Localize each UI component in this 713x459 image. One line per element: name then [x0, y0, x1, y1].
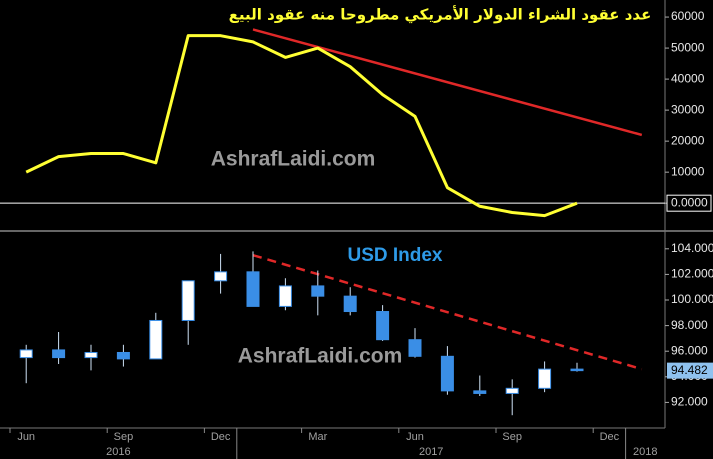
candle-body: [214, 271, 228, 282]
candle-body: [505, 387, 519, 394]
year-label: 2018: [633, 446, 657, 458]
year-label: 2017: [419, 446, 443, 458]
candle-body: [440, 355, 454, 392]
y-tick-label: 92.000: [671, 395, 708, 409]
candle-body: [19, 349, 33, 359]
candle-body: [343, 295, 357, 313]
y-tick-label: 104.000: [671, 241, 713, 255]
candle-body: [473, 390, 487, 394]
y-tick-label: 30000: [671, 102, 705, 116]
x-tick-label: Jun: [17, 431, 35, 443]
last-value-label: 94.482: [671, 363, 708, 377]
candle-body: [246, 271, 260, 307]
y-tick-label: 10000: [671, 164, 705, 178]
candle-body: [149, 319, 163, 360]
year-label: 2016: [106, 446, 130, 458]
candle-body: [278, 285, 292, 307]
chart-subtitle: USD Index: [347, 245, 442, 266]
candle-body: [376, 311, 390, 341]
x-axis-band: [0, 428, 713, 459]
x-tick-label: Jun: [406, 431, 424, 443]
y-tick-label: 60000: [671, 9, 705, 23]
y-tick-label: 96.000: [671, 343, 708, 357]
x-tick-label: Sep: [502, 431, 522, 443]
y-tick-label: 98.000: [671, 318, 708, 332]
candle-body: [311, 285, 325, 297]
candle-body: [570, 368, 584, 372]
x-tick-label: Mar: [308, 431, 327, 443]
candle-body: [181, 280, 195, 321]
chart-title: عدد عقود الشراء الدولار الأمريكي مطروحا …: [229, 6, 652, 24]
y-tick-label: 102.000: [671, 267, 713, 281]
x-tick-label: Dec: [600, 431, 620, 443]
last-value-box: [667, 362, 713, 379]
data-line: [25, 34, 578, 218]
zero-label-box: [666, 194, 712, 212]
y-tick-label: 20000: [671, 133, 705, 147]
watermark: AshrafLaidi.com: [211, 148, 376, 171]
x-tick-label: Dec: [211, 431, 231, 443]
x-tick-label: Sep: [114, 431, 134, 443]
candle-body: [84, 351, 98, 359]
y-tick-label: 50000: [671, 40, 705, 54]
watermark: AshrafLaidi.com: [238, 345, 403, 368]
y-tick-label: 100.000: [671, 292, 713, 306]
y-tick-label: 40000: [671, 71, 705, 85]
y-tick-label: 0.0000: [671, 195, 708, 209]
candle-body: [52, 349, 66, 359]
candle-body: [538, 368, 552, 389]
candle-body: [116, 351, 130, 360]
candle-body: [408, 339, 422, 357]
